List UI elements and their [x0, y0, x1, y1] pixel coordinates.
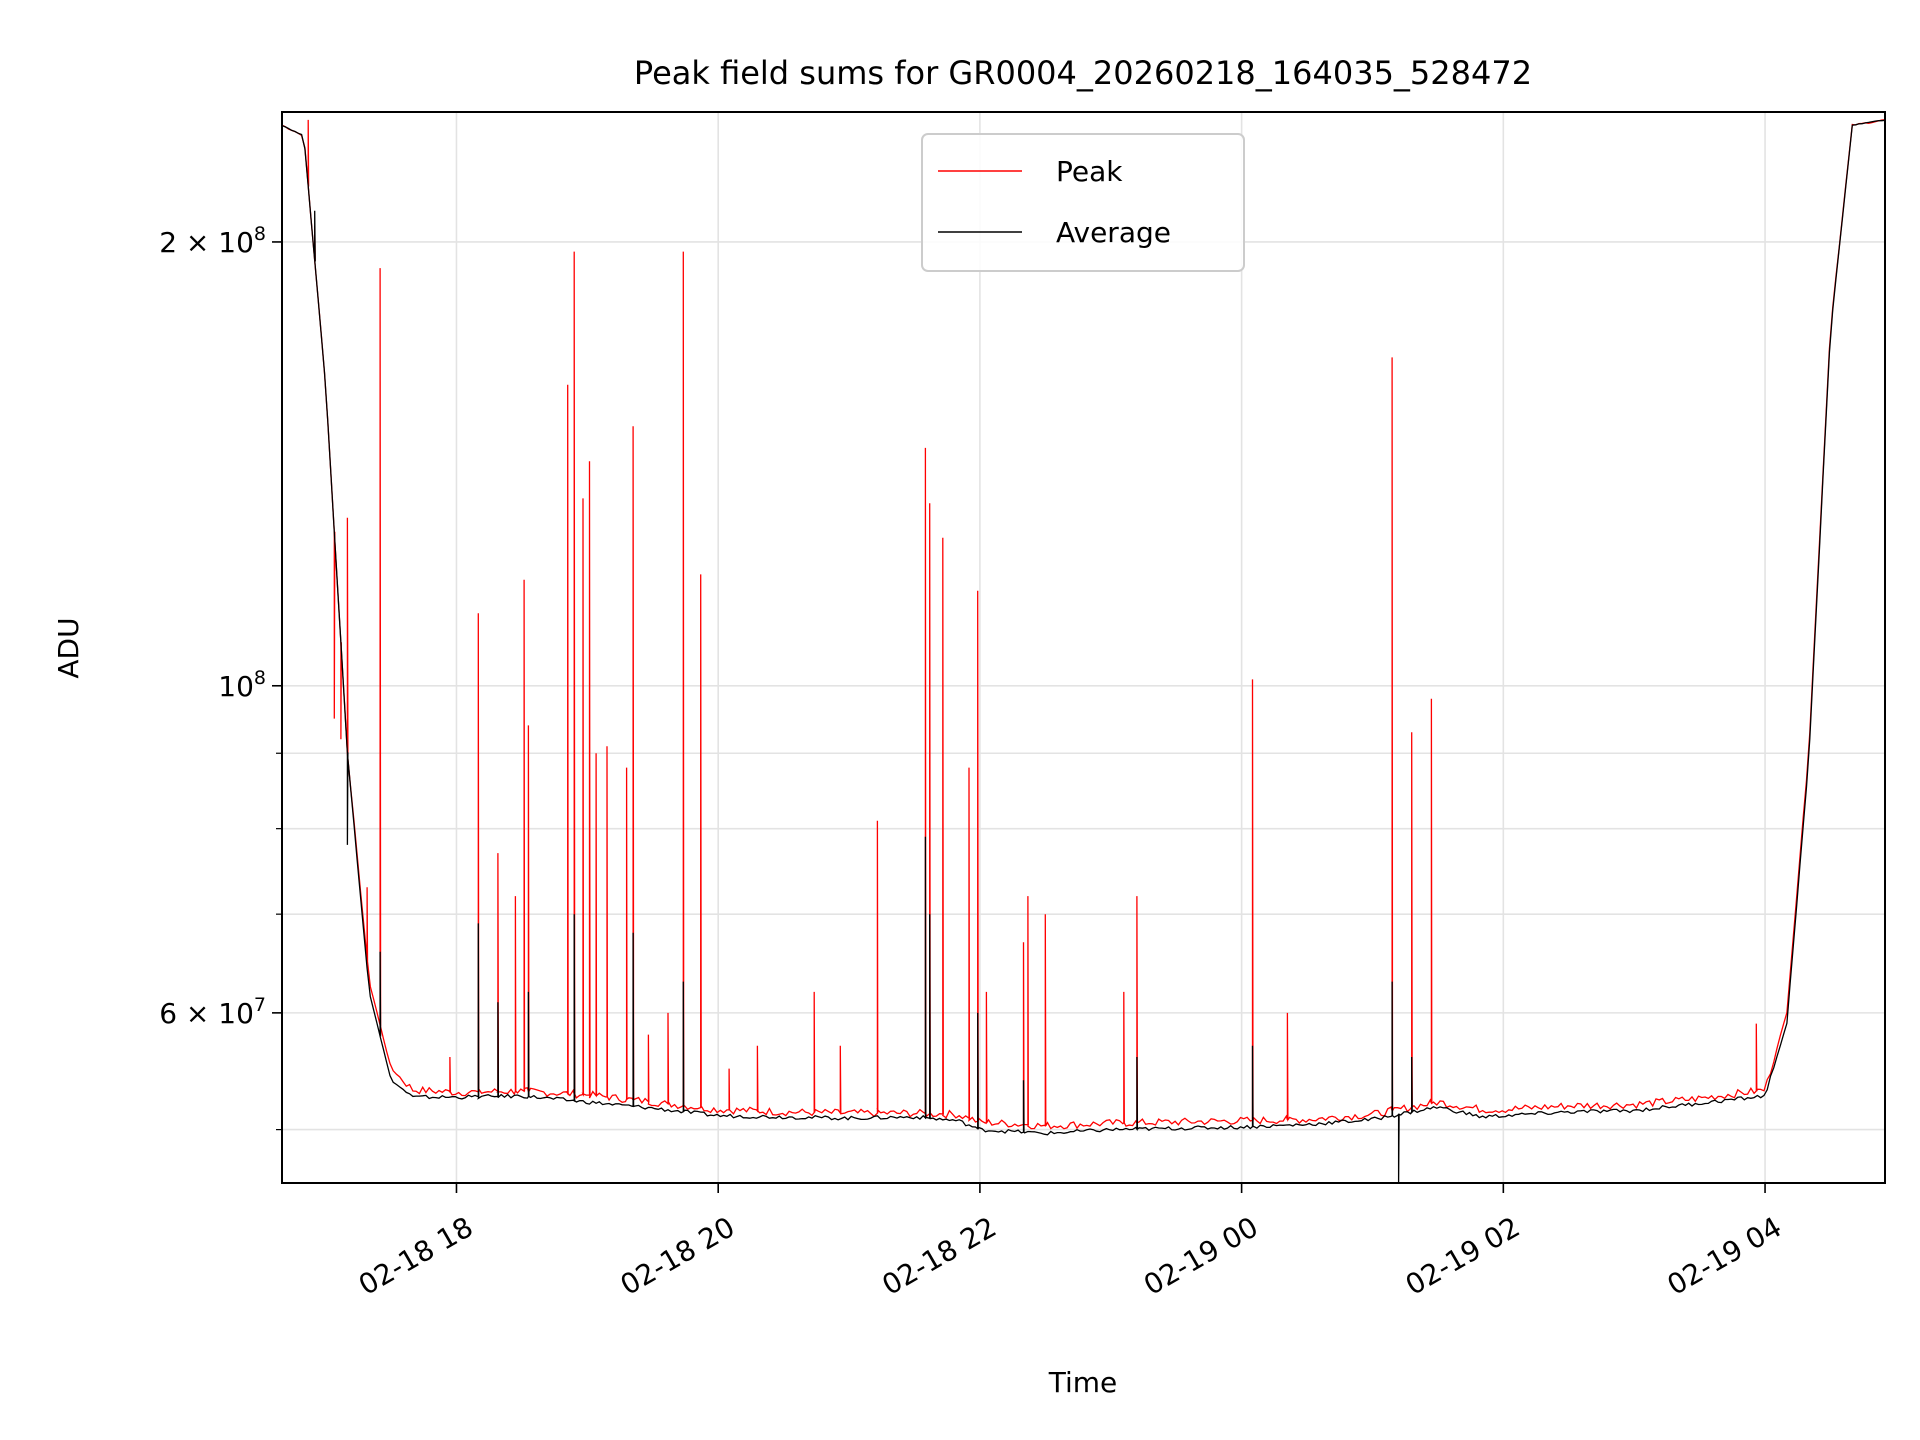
y-axis: 6 × 107 108 2 × 108	[159, 223, 282, 1131]
y-axis-label: ADU	[52, 617, 85, 678]
legend-label-average: Average	[1056, 216, 1171, 249]
x-axis-label: Time	[1048, 1366, 1118, 1399]
y-tick-label: 108	[218, 667, 266, 703]
y-tick-label: 6 × 107	[159, 994, 266, 1030]
grid-lines	[282, 112, 1885, 1183]
y-tick-label: 2 × 108	[159, 223, 266, 259]
series-line-average	[282, 119, 1885, 1183]
plot-area	[282, 119, 1885, 1183]
series-line-peak	[282, 119, 1885, 1130]
chart-title: Peak field sums for GR0004_20260218_1640…	[634, 54, 1532, 92]
legend-box	[921, 133, 1245, 272]
legend: Peak Average	[921, 133, 1245, 272]
plot-frame	[281, 111, 1886, 1184]
legend-label-peak: Peak	[1056, 155, 1123, 188]
